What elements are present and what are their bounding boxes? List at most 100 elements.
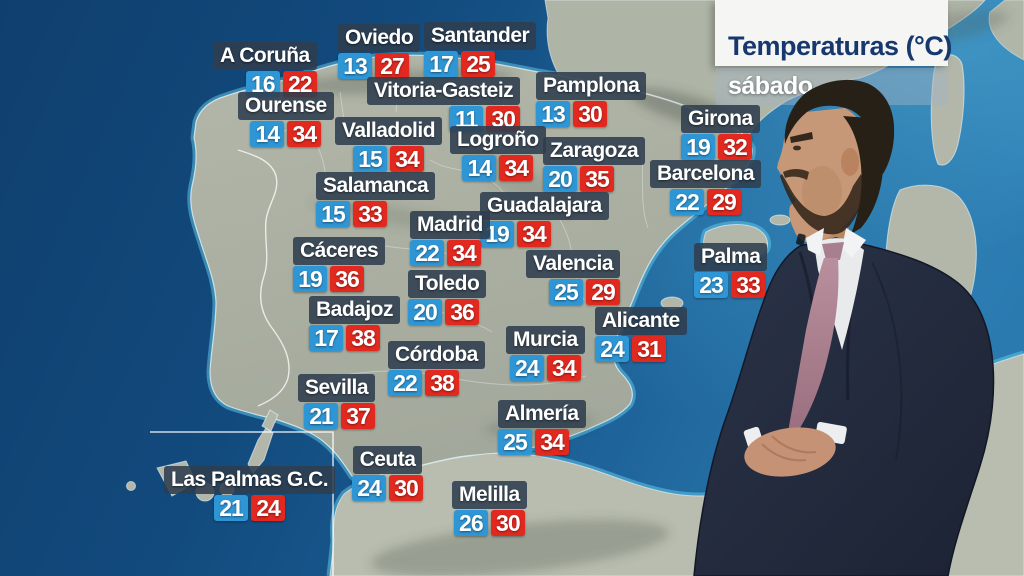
- city-name: Girona: [681, 105, 760, 133]
- temp-max-badge: 29: [707, 189, 742, 215]
- temp-max-badge: 24: [251, 495, 286, 521]
- city-temperatures: 15 34: [353, 146, 425, 172]
- temp-min-badge: 22: [670, 189, 705, 215]
- presenter-tie: [788, 258, 839, 432]
- presenter-hair: [784, 79, 895, 174]
- temp-min-badge: 19: [681, 134, 715, 160]
- temp-max-badge: 38: [425, 370, 459, 396]
- temp-max-badge: 30: [490, 510, 525, 536]
- city-temperatures: 24 34: [509, 355, 581, 381]
- city-temperatures: 14 34: [462, 155, 534, 181]
- city-temperatures: 14 34: [250, 121, 322, 147]
- city-label: Valencia 25 29: [526, 250, 621, 305]
- temp-min-badge: 23: [694, 272, 728, 298]
- temp-max-badge: 25: [461, 51, 495, 77]
- day-label: sábado: [728, 72, 813, 100]
- city-label: Logroño 14 34: [450, 126, 546, 181]
- city-label: Sevilla 21 37: [298, 374, 376, 429]
- city-label: Melilla 26 30: [452, 481, 527, 536]
- temp-min-badge: 26: [453, 510, 488, 536]
- presenter-arm-crease: [871, 261, 903, 461]
- map-title: Temperaturas (°C): [728, 31, 952, 61]
- presenter-finger-lines: [761, 435, 817, 462]
- presenter-beard: [780, 174, 863, 235]
- presenter-eye: [793, 145, 801, 151]
- presenter-mic: [796, 233, 806, 246]
- city-temperatures: 25 29: [549, 279, 621, 305]
- city-name: Vitoria-Gasteiz: [367, 77, 521, 105]
- city-temperatures: 25 34: [498, 429, 569, 455]
- city-label: Barcelona 22 29: [650, 160, 762, 215]
- city-name: Guadalajara: [480, 192, 609, 220]
- city-label: Toledo 20 36: [408, 270, 487, 325]
- city-label: Ceuta 24 30: [352, 446, 423, 501]
- city-label: Almería 25 34: [498, 400, 586, 455]
- temp-min-badge: 13: [536, 101, 570, 127]
- city-name: Ceuta: [352, 446, 423, 474]
- temp-min-badge: 24: [352, 475, 386, 501]
- city-temperatures: 19 34: [480, 221, 551, 247]
- city-name: Palma: [694, 243, 768, 271]
- city-name: Córdoba: [388, 341, 485, 369]
- city-label: Alicante 24 31: [595, 307, 687, 362]
- presenter-hands: [744, 427, 836, 477]
- temp-max-badge: 35: [580, 166, 614, 192]
- city-temperatures: 17 25: [424, 51, 495, 77]
- city-temperatures: 22 38: [388, 370, 459, 396]
- temp-max-badge: 33: [353, 201, 387, 227]
- presenter-collar: [806, 228, 824, 256]
- city-name: Toledo: [408, 270, 487, 298]
- city-name: Sevilla: [298, 374, 376, 402]
- city-label: Badajoz 17 38: [309, 296, 401, 351]
- temp-max-badge: 36: [330, 266, 364, 292]
- temp-max-badge: 37: [341, 403, 376, 429]
- city-temperatures: 24 30: [352, 475, 423, 501]
- city-name: Santander: [424, 22, 537, 50]
- city-name: Madrid: [410, 211, 490, 239]
- presenter-cheek-shade: [802, 166, 842, 218]
- presenter-tie-knot: [822, 242, 844, 260]
- presenter-collar: [842, 228, 866, 258]
- temp-min-badge: 22: [410, 240, 444, 266]
- presenter-mustache: [783, 169, 809, 180]
- temp-max-badge: 29: [586, 279, 621, 305]
- city-temperatures: 24 31: [595, 336, 666, 362]
- canary-island: [261, 409, 279, 432]
- temp-max-badge: 31: [632, 336, 666, 362]
- temp-max-badge: 30: [389, 475, 423, 501]
- city-label: Murcia 24 34: [506, 326, 585, 381]
- city-temperatures: 17 38: [309, 325, 380, 351]
- city-name: Salamanca: [316, 172, 436, 200]
- temp-min-badge: 20: [408, 299, 442, 325]
- temp-max-badge: 34: [499, 155, 534, 181]
- city-temperatures: 22 34: [410, 240, 481, 266]
- city-name: Almería: [498, 400, 586, 428]
- temp-max-badge: 27: [375, 53, 409, 79]
- city-label: Madrid 22 34: [410, 211, 490, 266]
- city-temperatures: 19 32: [681, 134, 752, 160]
- city-temperatures: 22 29: [670, 189, 742, 215]
- city-label: Valladolid 15 34: [335, 117, 443, 172]
- city-name: Zaragoza: [543, 137, 646, 165]
- presenter-hair-back: [843, 116, 884, 234]
- corsica-island: [930, 54, 965, 166]
- temp-min-badge: 24: [595, 336, 629, 362]
- city-label: Girona 19 32: [681, 105, 760, 160]
- city-temperatures: 19 36: [293, 266, 364, 292]
- temp-min-badge: 22: [388, 370, 422, 396]
- temp-min-badge: 21: [214, 495, 249, 521]
- temp-min-badge: 25: [498, 429, 532, 455]
- city-temperatures: 20 36: [408, 299, 479, 325]
- city-name: Alicante: [595, 307, 687, 335]
- temp-max-badge: 34: [447, 240, 481, 266]
- city-name: Pamplona: [536, 72, 647, 100]
- city-temperatures: 13 30: [536, 101, 607, 127]
- temp-min-badge: 19: [293, 266, 327, 292]
- city-label: Santander 17 25: [424, 22, 537, 77]
- temp-min-badge: 17: [309, 325, 343, 351]
- temp-min-badge: 20: [543, 166, 577, 192]
- city-name: Ourense: [238, 92, 334, 120]
- temp-min-badge: 15: [353, 146, 388, 172]
- city-label: Córdoba 22 38: [388, 341, 485, 396]
